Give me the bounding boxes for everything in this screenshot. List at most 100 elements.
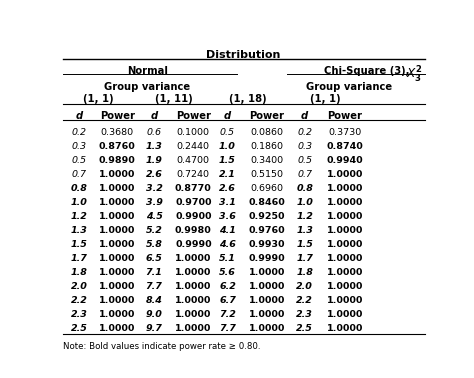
Text: 0.7240: 0.7240 xyxy=(177,170,210,179)
Text: 0.5150: 0.5150 xyxy=(250,170,283,179)
Text: 1.0000: 1.0000 xyxy=(327,254,363,263)
Text: 1.0000: 1.0000 xyxy=(327,170,363,179)
Text: 0.6: 0.6 xyxy=(146,128,162,137)
Text: 1.0000: 1.0000 xyxy=(249,296,285,305)
Text: 7.2: 7.2 xyxy=(219,310,236,319)
Text: 2.2: 2.2 xyxy=(296,296,313,305)
Text: 1.0000: 1.0000 xyxy=(99,240,136,249)
Text: 1.7: 1.7 xyxy=(296,254,313,263)
Text: 0.9890: 0.9890 xyxy=(99,156,136,165)
Text: 4.5: 4.5 xyxy=(146,212,163,221)
Text: 0.8: 0.8 xyxy=(296,184,313,193)
Text: 0.9900: 0.9900 xyxy=(175,212,211,221)
Text: 1.8: 1.8 xyxy=(71,268,88,277)
Text: 1.0000: 1.0000 xyxy=(327,240,363,249)
Text: 7.7: 7.7 xyxy=(219,324,236,333)
Text: 0.9930: 0.9930 xyxy=(248,240,285,249)
Text: Power: Power xyxy=(100,111,135,121)
Text: 1.0000: 1.0000 xyxy=(175,282,211,291)
Text: Group variance: Group variance xyxy=(306,82,392,92)
Text: 2.0: 2.0 xyxy=(71,282,88,291)
Text: 3.1: 3.1 xyxy=(219,198,236,207)
Text: Distribution: Distribution xyxy=(206,50,280,60)
Text: 1.5: 1.5 xyxy=(219,156,236,165)
Text: 1.0000: 1.0000 xyxy=(327,324,363,333)
Text: d: d xyxy=(76,111,83,121)
Text: 1.0000: 1.0000 xyxy=(327,212,363,221)
Text: 1.0000: 1.0000 xyxy=(327,268,363,277)
Text: 2.5: 2.5 xyxy=(296,324,313,333)
Text: 6.2: 6.2 xyxy=(219,282,236,291)
Text: 1.0: 1.0 xyxy=(71,198,88,207)
Text: 1.0000: 1.0000 xyxy=(99,212,136,221)
Text: 0.8: 0.8 xyxy=(71,184,88,193)
Text: 6.5: 6.5 xyxy=(146,254,163,263)
Text: 1.0000: 1.0000 xyxy=(99,296,136,305)
Text: Power: Power xyxy=(328,111,363,121)
Text: (1, 18): (1, 18) xyxy=(228,94,266,104)
Text: 1.0000: 1.0000 xyxy=(99,198,136,207)
Text: 2.6: 2.6 xyxy=(219,184,236,193)
Text: 0.9980: 0.9980 xyxy=(175,226,212,235)
Text: 1.0000: 1.0000 xyxy=(249,310,285,319)
Text: 1.0000: 1.0000 xyxy=(99,184,136,193)
Text: 1.2: 1.2 xyxy=(71,212,88,221)
Text: 1.0000: 1.0000 xyxy=(327,282,363,291)
Text: 1.2: 1.2 xyxy=(296,212,313,221)
Text: 2.0: 2.0 xyxy=(296,282,313,291)
Text: 5.1: 5.1 xyxy=(219,254,236,263)
Text: 1.0000: 1.0000 xyxy=(175,310,211,319)
Text: 7.7: 7.7 xyxy=(146,282,163,291)
Text: 1.0000: 1.0000 xyxy=(99,310,136,319)
Text: 1.0000: 1.0000 xyxy=(175,324,211,333)
Text: d: d xyxy=(224,111,231,121)
Text: 0.0860: 0.0860 xyxy=(250,128,283,137)
Text: Group variance: Group variance xyxy=(104,82,191,92)
Text: 1.0000: 1.0000 xyxy=(327,184,363,193)
Text: 0.9760: 0.9760 xyxy=(248,226,285,235)
Text: 0.5: 0.5 xyxy=(297,156,312,165)
Text: 0.8740: 0.8740 xyxy=(327,142,364,151)
Text: Power: Power xyxy=(249,111,284,121)
Text: 0.6960: 0.6960 xyxy=(250,184,283,193)
Text: 0.3730: 0.3730 xyxy=(328,128,362,137)
Text: 4.6: 4.6 xyxy=(219,240,236,249)
Text: 1.0000: 1.0000 xyxy=(175,254,211,263)
Text: 2.5: 2.5 xyxy=(71,324,88,333)
Text: 3.2: 3.2 xyxy=(146,184,163,193)
Text: 0.3: 0.3 xyxy=(297,142,312,151)
Text: 1.3: 1.3 xyxy=(146,142,163,151)
Text: 3.9: 3.9 xyxy=(146,198,163,207)
Text: 1.0: 1.0 xyxy=(296,198,313,207)
Text: 0.2: 0.2 xyxy=(297,128,312,137)
Text: 0.9990: 0.9990 xyxy=(248,254,285,263)
Text: $\mathbf{\mathit{X}_3^2}$: $\mathbf{\mathit{X}_3^2}$ xyxy=(406,65,423,85)
Text: 0.2: 0.2 xyxy=(72,128,87,137)
Text: 1.0000: 1.0000 xyxy=(175,296,211,305)
Text: 0.9250: 0.9250 xyxy=(248,212,285,221)
Text: 1.0000: 1.0000 xyxy=(99,282,136,291)
Text: 1.0000: 1.0000 xyxy=(99,324,136,333)
Text: (1, 1): (1, 1) xyxy=(310,94,340,104)
Text: d: d xyxy=(301,111,308,121)
Text: 1.0000: 1.0000 xyxy=(327,310,363,319)
Text: 2.3: 2.3 xyxy=(296,310,313,319)
Text: 0.4700: 0.4700 xyxy=(177,156,210,165)
Text: 1.3: 1.3 xyxy=(71,226,88,235)
Text: 1.0000: 1.0000 xyxy=(99,254,136,263)
Text: 1.0000: 1.0000 xyxy=(327,226,363,235)
Text: 1.0000: 1.0000 xyxy=(249,282,285,291)
Text: Power: Power xyxy=(176,111,211,121)
Text: 1.9: 1.9 xyxy=(146,156,163,165)
Text: 1.0000: 1.0000 xyxy=(327,296,363,305)
Text: 2.1: 2.1 xyxy=(219,170,236,179)
Text: 1.5: 1.5 xyxy=(71,240,88,249)
Text: 1.5: 1.5 xyxy=(296,240,313,249)
Text: 1.3: 1.3 xyxy=(296,226,313,235)
Text: 2.2: 2.2 xyxy=(71,296,88,305)
Text: 0.8460: 0.8460 xyxy=(248,198,285,207)
Text: (1, 11): (1, 11) xyxy=(155,94,193,104)
Text: 1.7: 1.7 xyxy=(71,254,88,263)
Text: 9.0: 9.0 xyxy=(146,310,163,319)
Text: 2.6: 2.6 xyxy=(146,170,163,179)
